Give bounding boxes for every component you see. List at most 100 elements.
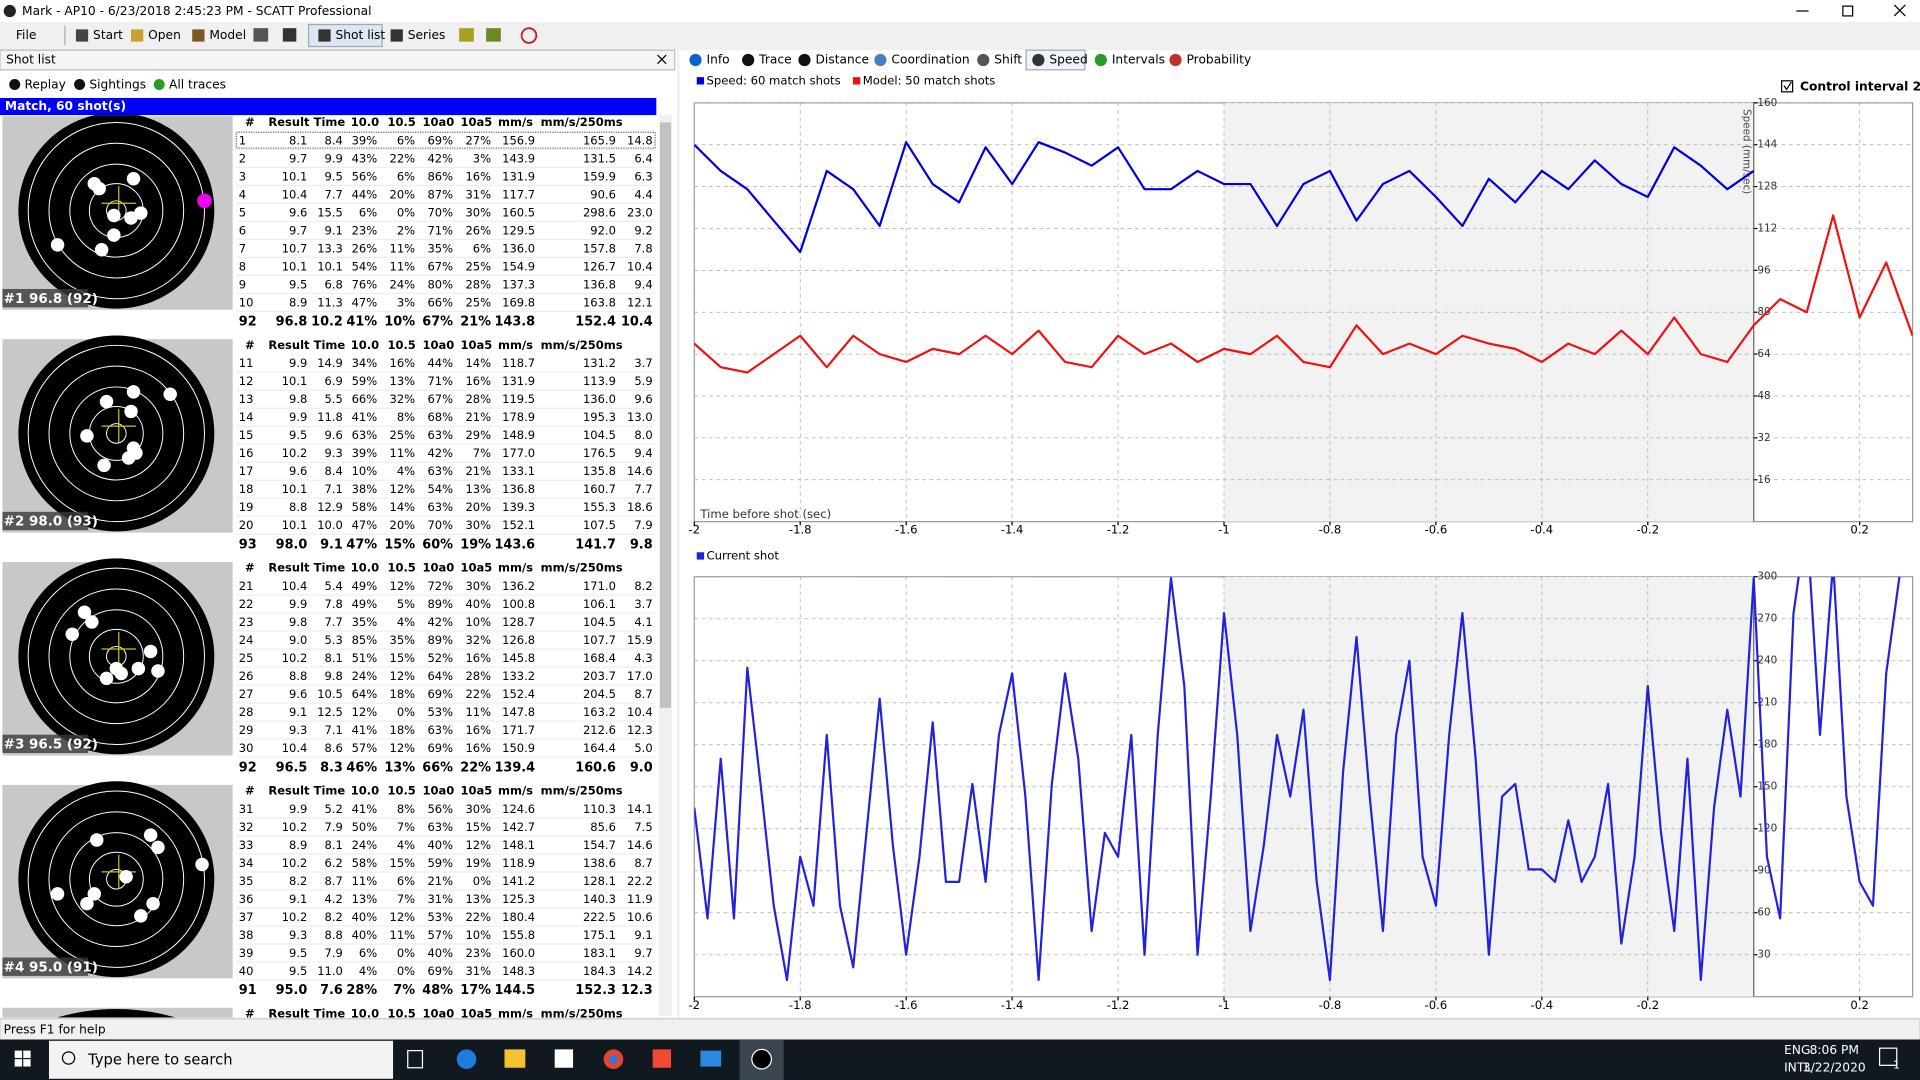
tool-icon[interactable] [459,28,474,42]
cell: 66% [352,392,378,406]
tab[interactable]: Probability [1187,53,1252,67]
cell: 10% [465,615,491,629]
cell: 76% [352,277,378,291]
lang[interactable]: ENG [1784,1043,1810,1057]
app-icon[interactable] [652,1049,672,1068]
toolbar-button[interactable]: Shot list [336,28,386,42]
cell: 39% [352,446,378,460]
cell: 178.9 [502,410,535,424]
clock-date[interactable]: 3/22/2020 [1803,1060,1866,1074]
cell: 63% [427,500,453,514]
control-interval[interactable]: Control interval 2 [1800,79,1920,93]
cell: 156.9 [502,133,535,147]
save-icon[interactable] [282,28,297,42]
column-header: Time [314,338,346,352]
tool-button[interactable]: Replay [24,78,65,92]
tool-icon[interactable] [486,28,501,42]
help-icon[interactable] [520,27,538,44]
cell: 44% [427,356,453,370]
tab[interactable]: Speed [1049,53,1087,67]
shot-hole [126,385,141,399]
cell: 9.5 [325,169,343,183]
cell: 31% [465,964,491,978]
tool-button[interactable]: Sightings [89,78,146,92]
cell: 10.5 [317,687,343,701]
menu-file[interactable]: File [16,28,36,42]
cell: 10.7 [282,241,308,255]
cell: 9.4 [634,277,652,291]
cell: 107.7 [583,633,616,647]
explorer-icon[interactable] [504,1049,526,1068]
target-ring [48,811,185,948]
toolbar-button[interactable]: Start [93,28,123,42]
scrollbar-thumb[interactable] [660,122,672,708]
cell: 119.5 [502,392,535,406]
cell: 37 [239,910,254,924]
start-button[interactable] [14,1050,31,1067]
cell: 12% [390,482,416,496]
panel-close[interactable] [657,54,667,65]
cell: 8.2 [634,579,652,593]
tab[interactable]: Intervals [1112,53,1165,67]
mail-icon[interactable] [700,1050,722,1067]
title-bar [0,0,1920,23]
tab[interactable]: Info [707,53,730,67]
cell: 70% [427,518,453,532]
cell: 8 [239,259,246,273]
tab[interactable]: Trace [758,53,791,67]
print-icon[interactable] [253,28,269,42]
search-box[interactable] [48,1040,394,1079]
toolbar-button[interactable]: Series [408,28,446,42]
cell: 169.8 [502,295,535,309]
cell: 40% [465,597,491,611]
cell: 56% [427,802,453,816]
tab[interactable]: Shift [994,53,1022,67]
edge-icon[interactable] [456,1049,477,1069]
task-view[interactable] [407,1050,424,1069]
cell: 8.1 [289,133,307,147]
cell: 6.3 [634,169,652,183]
tool-icon [74,78,86,90]
cell: 150.9 [502,741,535,755]
cell: 10.1 [282,518,308,532]
cell: 12% [390,579,416,593]
cell: 145.8 [502,651,535,665]
store-icon[interactable] [554,1049,574,1068]
tab[interactable]: Distance [816,53,870,67]
cell: 28% [465,669,491,683]
cell: 6.4 [634,151,652,165]
shot-hole [107,228,121,242]
shot-hole [99,671,114,686]
cell: 10.6 [627,910,653,924]
cell: 72% [427,579,453,593]
tab-icon [742,53,755,67]
summary-cell: 7.6 [320,983,343,998]
toolbar-button[interactable]: Model [209,28,246,42]
cell: 26 [239,669,254,683]
shot-hole [124,404,138,419]
tab-icon [1094,53,1107,67]
cell: 133.1 [502,464,535,478]
x-tick-label: -0.4 [1531,998,1554,1012]
search-placeholder[interactable]: Type here to search [87,1051,232,1068]
cell: 9.9 [289,410,307,424]
target-ring [88,628,144,684]
checkbox[interactable] [1781,80,1794,93]
notification-icon[interactable] [1878,1047,1898,1066]
close-button[interactable] [1893,4,1906,17]
tool-button[interactable]: All traces [169,78,226,92]
layout[interactable]: INTL [1784,1060,1811,1074]
toolbar-button[interactable]: Open [148,28,181,42]
cell: 136.2 [502,579,535,593]
tab[interactable]: Coordination [891,53,969,67]
cell: 63% [427,464,453,478]
cell: 10.2 [282,820,308,834]
group-label: #4 95.0 (91) [4,960,98,975]
column-header: 10a0 [422,115,454,129]
cell: 9.3 [289,928,307,942]
clock-time[interactable]: 8:06 PM [1810,1043,1859,1057]
cell: 87% [427,187,453,201]
column-header: 10.5 [387,561,415,575]
maximize-button[interactable] [1842,5,1854,17]
summary-cell: 96.5 [276,760,308,775]
